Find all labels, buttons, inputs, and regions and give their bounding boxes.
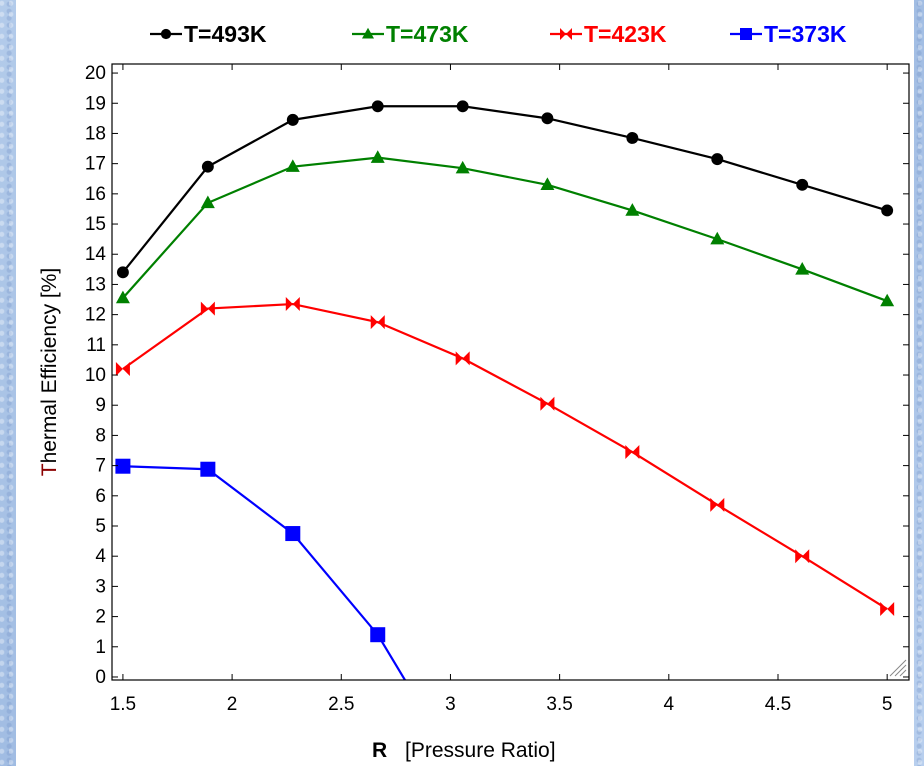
legend-item: T=423K xyxy=(550,21,667,47)
data-point xyxy=(795,549,810,564)
legend-swatch-marker xyxy=(560,28,572,40)
series-line xyxy=(122,465,407,680)
y-tick-label: 0 xyxy=(95,667,106,688)
legend-item: T=473K xyxy=(352,21,469,47)
series-t-373k xyxy=(115,458,407,680)
legend: T=493K T=473K T=423K T=373K xyxy=(150,21,847,47)
legend-item: T=493K xyxy=(150,21,267,47)
legend-swatch-marker xyxy=(160,28,172,40)
data-point xyxy=(285,297,300,312)
data-point xyxy=(116,266,129,279)
x-tick-label: 2 xyxy=(227,694,238,715)
y-tick-label: 6 xyxy=(95,486,106,507)
data-point xyxy=(200,301,215,316)
legend-item: T=373K xyxy=(730,21,847,47)
resize-grip-icon[interactable] xyxy=(889,659,907,677)
data-point xyxy=(370,627,386,643)
data-point xyxy=(115,361,130,376)
data-point xyxy=(285,526,301,542)
y-tick-label: 5 xyxy=(95,516,106,537)
data-point xyxy=(115,458,131,474)
y-tick-label: 17 xyxy=(85,154,106,175)
data-point xyxy=(371,100,384,113)
legend-label: T=373K xyxy=(764,21,847,47)
y-tick-label: 12 xyxy=(85,305,106,326)
data-point xyxy=(625,445,640,460)
plot-frame xyxy=(111,63,910,681)
chart-panel: 0 1 2 3 4 5 6 7 8 9 10 11 12 13 14 15 16 17 18 19 20 1.5 2 2.5 3… xyxy=(16,0,914,766)
x-axis-title: R [Pressure Ratio] xyxy=(372,739,556,762)
data-point xyxy=(370,315,385,330)
series-line xyxy=(122,156,888,303)
data-point xyxy=(625,203,640,216)
series-t-423k xyxy=(115,297,895,617)
data-point xyxy=(200,195,215,209)
data-point xyxy=(880,602,895,617)
y-tick-label: 20 xyxy=(85,63,106,84)
data-point xyxy=(626,132,639,144)
data-point xyxy=(795,261,810,275)
data-point xyxy=(370,150,385,163)
legend-swatch-marker xyxy=(362,27,374,39)
y-tick-label: 2 xyxy=(95,607,106,628)
data-point xyxy=(200,461,216,477)
y-tick-label: 11 xyxy=(86,335,106,356)
x-tick-label: 3.5 xyxy=(546,694,572,715)
data-point xyxy=(881,204,894,217)
data-point xyxy=(710,497,725,512)
y-tick-label: 1 xyxy=(95,637,106,658)
y-tick-label: 16 xyxy=(85,184,106,205)
x-tick-label: 2.5 xyxy=(328,694,354,715)
y-tick-label: 10 xyxy=(85,365,106,386)
y-tick-label: 9 xyxy=(95,395,106,416)
legend-label: T=493K xyxy=(184,21,267,47)
data-point xyxy=(201,160,214,173)
series-t-493k xyxy=(116,100,894,279)
series-t-473k xyxy=(115,150,895,307)
y-tick-label: 14 xyxy=(85,244,107,265)
series-line xyxy=(122,105,888,274)
y-tick-label: 13 xyxy=(85,274,106,295)
x-tick-label: 1.5 xyxy=(110,694,136,715)
data-point xyxy=(540,177,555,191)
x-tick-label: 4 xyxy=(664,694,675,715)
data-point xyxy=(455,160,470,174)
data-point xyxy=(456,100,469,113)
x-tick-label: 5 xyxy=(882,694,893,715)
data-point xyxy=(540,396,555,411)
series-line xyxy=(122,302,888,610)
legend-swatch-marker xyxy=(740,28,752,40)
legend-label: T=473K xyxy=(386,21,469,47)
y-tick-label: 19 xyxy=(85,93,106,114)
x-tick-label: 4.5 xyxy=(765,694,791,715)
y-tick-label: 3 xyxy=(95,576,106,597)
data-point xyxy=(286,113,299,126)
data-point xyxy=(710,231,725,245)
y-tick-label: 18 xyxy=(85,123,106,144)
series-layer xyxy=(115,100,895,680)
data-point xyxy=(880,293,895,307)
y-tick-label: 7 xyxy=(95,456,106,477)
data-point xyxy=(796,178,809,191)
y-axis-title: Thermal Efficiency [%] xyxy=(38,268,61,477)
data-point xyxy=(455,351,470,366)
legend-label: T=423K xyxy=(584,21,667,47)
data-point xyxy=(285,159,300,172)
y-tick-label: 15 xyxy=(85,214,106,235)
data-point xyxy=(711,153,724,166)
y-tick-label: 8 xyxy=(95,425,106,446)
data-point xyxy=(541,112,554,125)
y-tick-label: 4 xyxy=(95,546,106,567)
data-point xyxy=(115,290,130,304)
x-tick-label: 3 xyxy=(445,694,456,715)
